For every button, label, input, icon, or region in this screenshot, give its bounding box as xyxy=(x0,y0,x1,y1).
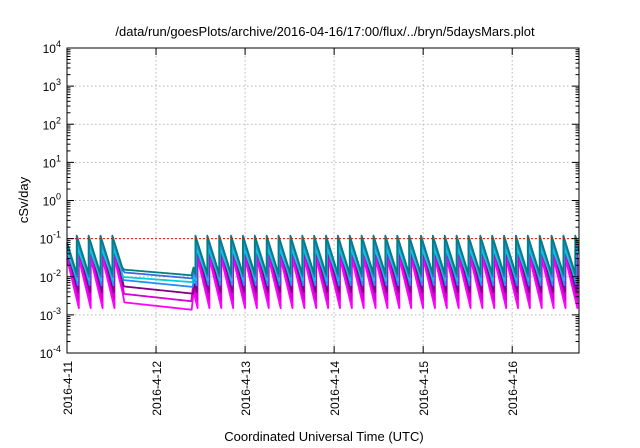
y-tick-label: 104 xyxy=(43,39,61,56)
series-line xyxy=(66,234,579,277)
series-line xyxy=(66,257,579,311)
x-tick-label: 2016-4-14 xyxy=(328,361,342,416)
x-tick-label: 2016-4-16 xyxy=(506,361,520,416)
x-tick-label: 2016-4-13 xyxy=(239,361,253,416)
y-tick-label: 100 xyxy=(43,192,61,209)
chart-title: /data/run/goesPlots/archive/2016-04-16/1… xyxy=(115,24,535,39)
y-axis-label: cSv/day xyxy=(16,176,31,223)
y-tick-label: 101 xyxy=(43,153,61,170)
y-tick-label: 10-2 xyxy=(40,268,61,285)
y-tick-label: 10-4 xyxy=(40,344,61,361)
y-tick-label: 10-1 xyxy=(40,230,61,247)
series-layer xyxy=(66,234,580,311)
y-tick-label: 103 xyxy=(43,77,61,94)
y-axis: 10-4 10-3 10-2 10-1 100 101 102 103 104 xyxy=(40,39,579,361)
x-axis: 2016-4-11 2016-4-12 2016-4-13 2016-4-14 2016… xyxy=(61,48,520,416)
grid xyxy=(67,48,579,353)
series-line xyxy=(66,246,579,284)
y-tick-label: 10-3 xyxy=(40,306,61,323)
x-tick-label: 2016-4-11 xyxy=(61,361,75,415)
x-tick-label: 2016-4-15 xyxy=(417,361,431,416)
x-axis-label: Coordinated Universal Time (UTC) xyxy=(224,429,423,444)
y-tick-label: 102 xyxy=(43,115,61,132)
x-tick-label: 2016-4-12 xyxy=(150,361,164,416)
